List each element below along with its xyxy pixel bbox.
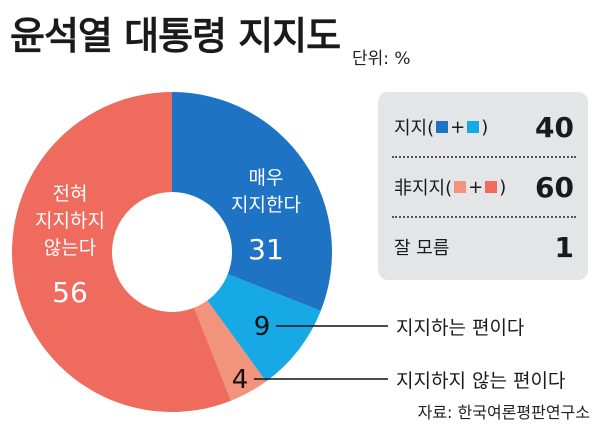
- slice-label-oppose-strong: 지지하지: [35, 210, 105, 232]
- swatch-support-somewhat: [467, 121, 480, 133]
- swatch-oppose-strong: [485, 181, 498, 193]
- slice-value-oppose-strong: 56: [52, 276, 88, 309]
- summary-label-support: 지지( + ): [394, 116, 489, 140]
- slice-support-somewhat: [207, 274, 321, 382]
- unit-label: 단위: %: [352, 49, 411, 69]
- summary-value-unknown: 1: [554, 230, 574, 264]
- callout-support-somewhat: 지지하는 편이다: [396, 317, 525, 339]
- source-note: 자료: 한국여론평판연구소: [417, 403, 590, 422]
- slice-label-support-strong: 매우: [249, 167, 284, 189]
- slice-support-strong: [172, 92, 332, 311]
- slice-label-oppose-strong: 않는다: [44, 237, 96, 259]
- summary-label-unknown: 잘 모름: [394, 238, 450, 259]
- summary-value-nonsupport: 60: [535, 170, 574, 204]
- swatch-oppose-somewhat: [454, 181, 467, 193]
- summary-row-support: 지지( + ) 40: [394, 100, 574, 154]
- summary-value-support: 40: [535, 110, 574, 144]
- summary-label-nonsupport: 非지지( + ): [394, 176, 507, 200]
- slice-label-oppose-strong: 전혀: [53, 183, 88, 205]
- slice-value-oppose-somewhat: 4: [232, 365, 249, 395]
- swatch-support-strong: [436, 121, 449, 133]
- slice-value-support-strong: 31: [248, 233, 284, 266]
- summary-box: 지지( + ) 40 非지지( + ) 60 잘 모름 1: [378, 92, 588, 280]
- summary-divider: [392, 156, 576, 158]
- summary-row-nonsupport: 非지지( + ) 60: [394, 160, 574, 214]
- chart-title: 윤석열 대통령 지지도: [10, 14, 341, 58]
- slice-value-support-somewhat: 9: [254, 312, 271, 342]
- summary-divider: [392, 216, 576, 218]
- slice-oppose-somewhat: [194, 300, 267, 401]
- slice-oppose-strong: [12, 92, 231, 412]
- callout-oppose-somewhat: 지지하지 않는 편이다: [396, 370, 566, 392]
- summary-row-unknown: 잘 모름 1: [394, 220, 574, 274]
- slice-label-support-strong: 지지한다: [231, 194, 301, 216]
